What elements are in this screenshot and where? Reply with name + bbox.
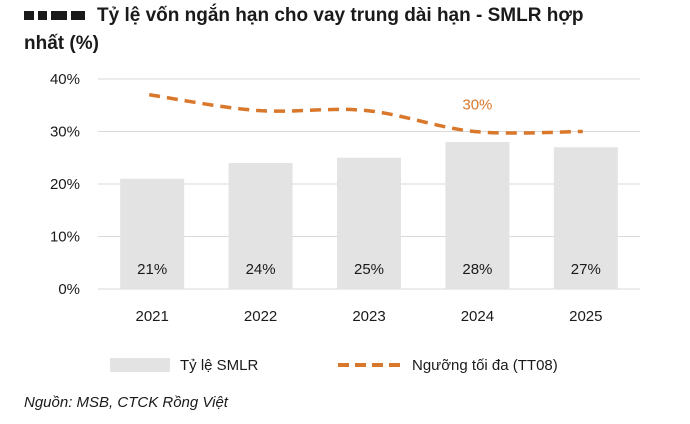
- title-text-1: Tỷ lệ vốn ngắn hạn cho vay trung dài hạn…: [97, 5, 584, 27]
- bar: [445, 142, 510, 289]
- x-tick-label: 2023: [352, 308, 385, 325]
- bar: [228, 163, 293, 289]
- legend-label-line: Ngưỡng tối đa (TT08): [412, 356, 558, 374]
- y-tick-label: 40%: [50, 71, 80, 88]
- chart-title: Tỷ lệ vốn ngắn hạn cho vay trung dài hạn…: [24, 2, 674, 58]
- source-note: Nguồn: MSB, CTCK Rồng Việt: [24, 394, 228, 411]
- bar-data-label: 25%: [354, 261, 384, 278]
- x-tick-label: 2022: [244, 308, 277, 325]
- threshold-annotation: 30%: [462, 97, 492, 114]
- x-tick-label: 2024: [461, 308, 494, 325]
- y-tick-label: 0%: [58, 281, 80, 298]
- y-tick-label: 20%: [50, 176, 80, 193]
- legend-swatch-bar: [110, 358, 170, 372]
- bar-data-label: 24%: [246, 261, 276, 278]
- legend-item-bar: Tỷ lệ SMLR: [110, 352, 258, 378]
- legend-label-bar: Tỷ lệ SMLR: [180, 356, 259, 374]
- x-tick-label: 2021: [136, 308, 169, 325]
- bar: [553, 147, 618, 289]
- x-tick-label: 2025: [569, 308, 602, 325]
- chart-title-line-2: nhất (%): [24, 33, 99, 55]
- bar-data-label: 28%: [462, 261, 492, 278]
- legend-swatch-line: [338, 363, 402, 367]
- bar-data-label: 21%: [137, 261, 167, 278]
- threshold-line: [148, 93, 583, 135]
- y-tick-label: 10%: [50, 229, 80, 246]
- redacted-marks: [24, 2, 89, 30]
- bar: [120, 178, 185, 289]
- chart-legend: Tỷ lệ SMLR Ngưỡng tối đa (TT08): [110, 352, 670, 378]
- bar: [337, 157, 401, 289]
- chart-title-line-1: Tỷ lệ vốn ngắn hạn cho vay trung dài hạn…: [24, 2, 674, 30]
- bar-data-label: 27%: [571, 261, 601, 278]
- legend-item-line: Ngưỡng tối đa (TT08): [338, 352, 558, 378]
- y-tick-label: 30%: [50, 124, 80, 141]
